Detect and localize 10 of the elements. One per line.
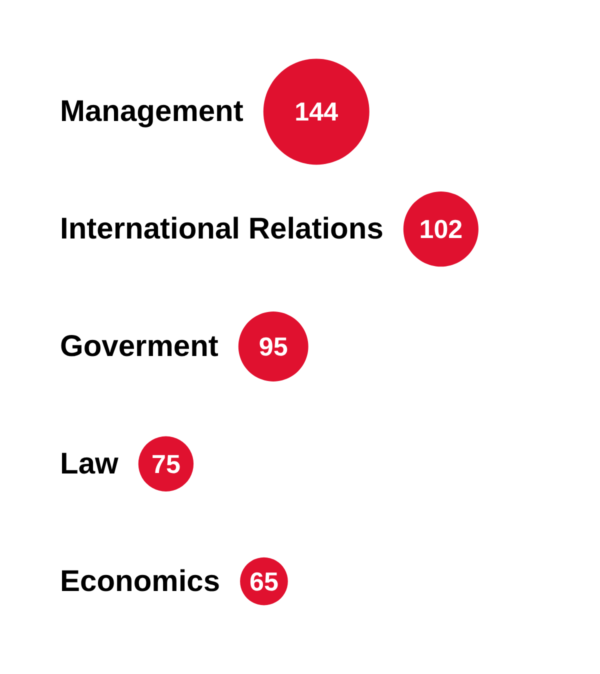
category-label: Goverment [60, 330, 218, 363]
data-label: 95 [258, 332, 288, 362]
data-label: 144 [294, 96, 339, 127]
data-label: 75 [151, 448, 180, 479]
category-label: Economics [60, 564, 220, 598]
category-label: International Relations [60, 212, 384, 246]
data-label: 65 [250, 566, 278, 596]
category-label: Law [60, 447, 120, 480]
data-label: 102 [419, 214, 463, 244]
category-label: Management [60, 95, 244, 128]
